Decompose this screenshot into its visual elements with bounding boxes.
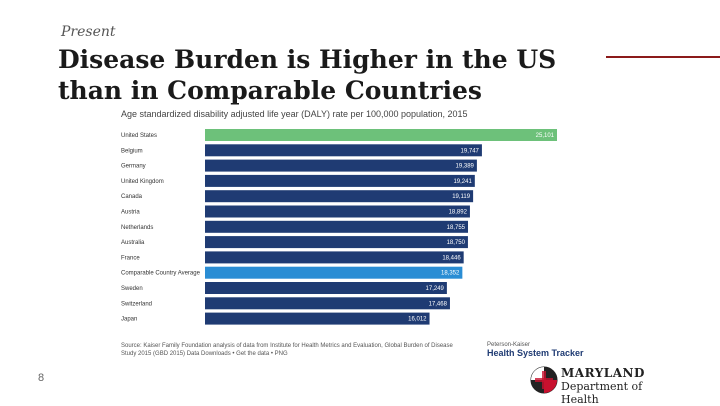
bar-value-label: 18,750 xyxy=(447,240,466,246)
bar-category-label: Austria xyxy=(121,210,140,216)
bar-category-label: France xyxy=(121,255,140,261)
bar-value-label: 18,755 xyxy=(447,225,466,231)
bar xyxy=(205,297,450,310)
chart-source: Source: Kaiser Family Foundation analysi… xyxy=(121,343,453,357)
bar xyxy=(205,205,470,218)
bar-value-label: 18,446 xyxy=(442,255,461,261)
maryland-health-logo: MARYLAND Department of Health xyxy=(530,366,680,406)
bar-chart: United States 25,101 Belgium 19,747 Germany 1… xyxy=(121,129,557,325)
bar-category-label: Comparable Country Average xyxy=(121,271,201,277)
bar-category-label: Japan xyxy=(121,317,137,323)
bar-value-label: 19,119 xyxy=(452,194,471,200)
bar-value-label: 19,747 xyxy=(461,148,480,154)
tracker-logo-line1: Peterson-Kaiser xyxy=(487,342,531,348)
bar-value-label: 16,012 xyxy=(408,317,427,323)
bar xyxy=(205,266,463,279)
health-system-tracker-logo: Peterson-Kaiser Health System Tracker xyxy=(487,342,587,358)
bar-category-label: Australia xyxy=(121,240,145,246)
bar-value-label: 17,468 xyxy=(429,301,448,307)
page-number: 8 xyxy=(38,372,45,384)
chart-subtitle: Age standardized disability adjusted lif… xyxy=(121,109,468,119)
bar xyxy=(205,129,557,141)
maryland-logo-line2: Department of Health xyxy=(561,380,643,406)
bar xyxy=(205,236,468,249)
bar-category-label: Canada xyxy=(121,194,143,200)
bar xyxy=(205,190,474,203)
section-label: Present xyxy=(61,24,116,40)
bar xyxy=(205,144,482,157)
bar-category-label: Belgium xyxy=(121,148,143,154)
title-rule xyxy=(606,56,720,58)
bar-value-label: 17,249 xyxy=(426,286,445,292)
bar-category-label: Switzerland xyxy=(121,301,152,307)
bar xyxy=(205,282,447,294)
slide-title: Disease Burden is Higher in the US than … xyxy=(58,45,557,105)
bar-value-label: 19,241 xyxy=(453,179,472,185)
bar-value-label: 19,389 xyxy=(456,164,475,170)
bar xyxy=(205,220,469,233)
bar-category-label: Sweden xyxy=(121,286,143,292)
bar-value-label: 25,101 xyxy=(536,133,555,139)
bar-value-label: 18,352 xyxy=(441,271,460,277)
bar-category-label: United States xyxy=(121,133,157,139)
maryland-flag-seal-icon xyxy=(530,366,558,394)
bar-category-label: United Kingdom xyxy=(121,179,164,185)
bar xyxy=(205,312,430,325)
bar-category-label: Netherlands xyxy=(121,225,153,231)
bar-category-label: Germany xyxy=(121,164,146,170)
maryland-logo-line1: MARYLAND xyxy=(561,366,645,380)
tracker-logo-line2: Health System Tracker xyxy=(487,348,584,358)
bar xyxy=(205,174,475,187)
bar-value-label: 18,892 xyxy=(449,210,468,216)
bar xyxy=(205,159,477,172)
bar xyxy=(205,251,464,264)
